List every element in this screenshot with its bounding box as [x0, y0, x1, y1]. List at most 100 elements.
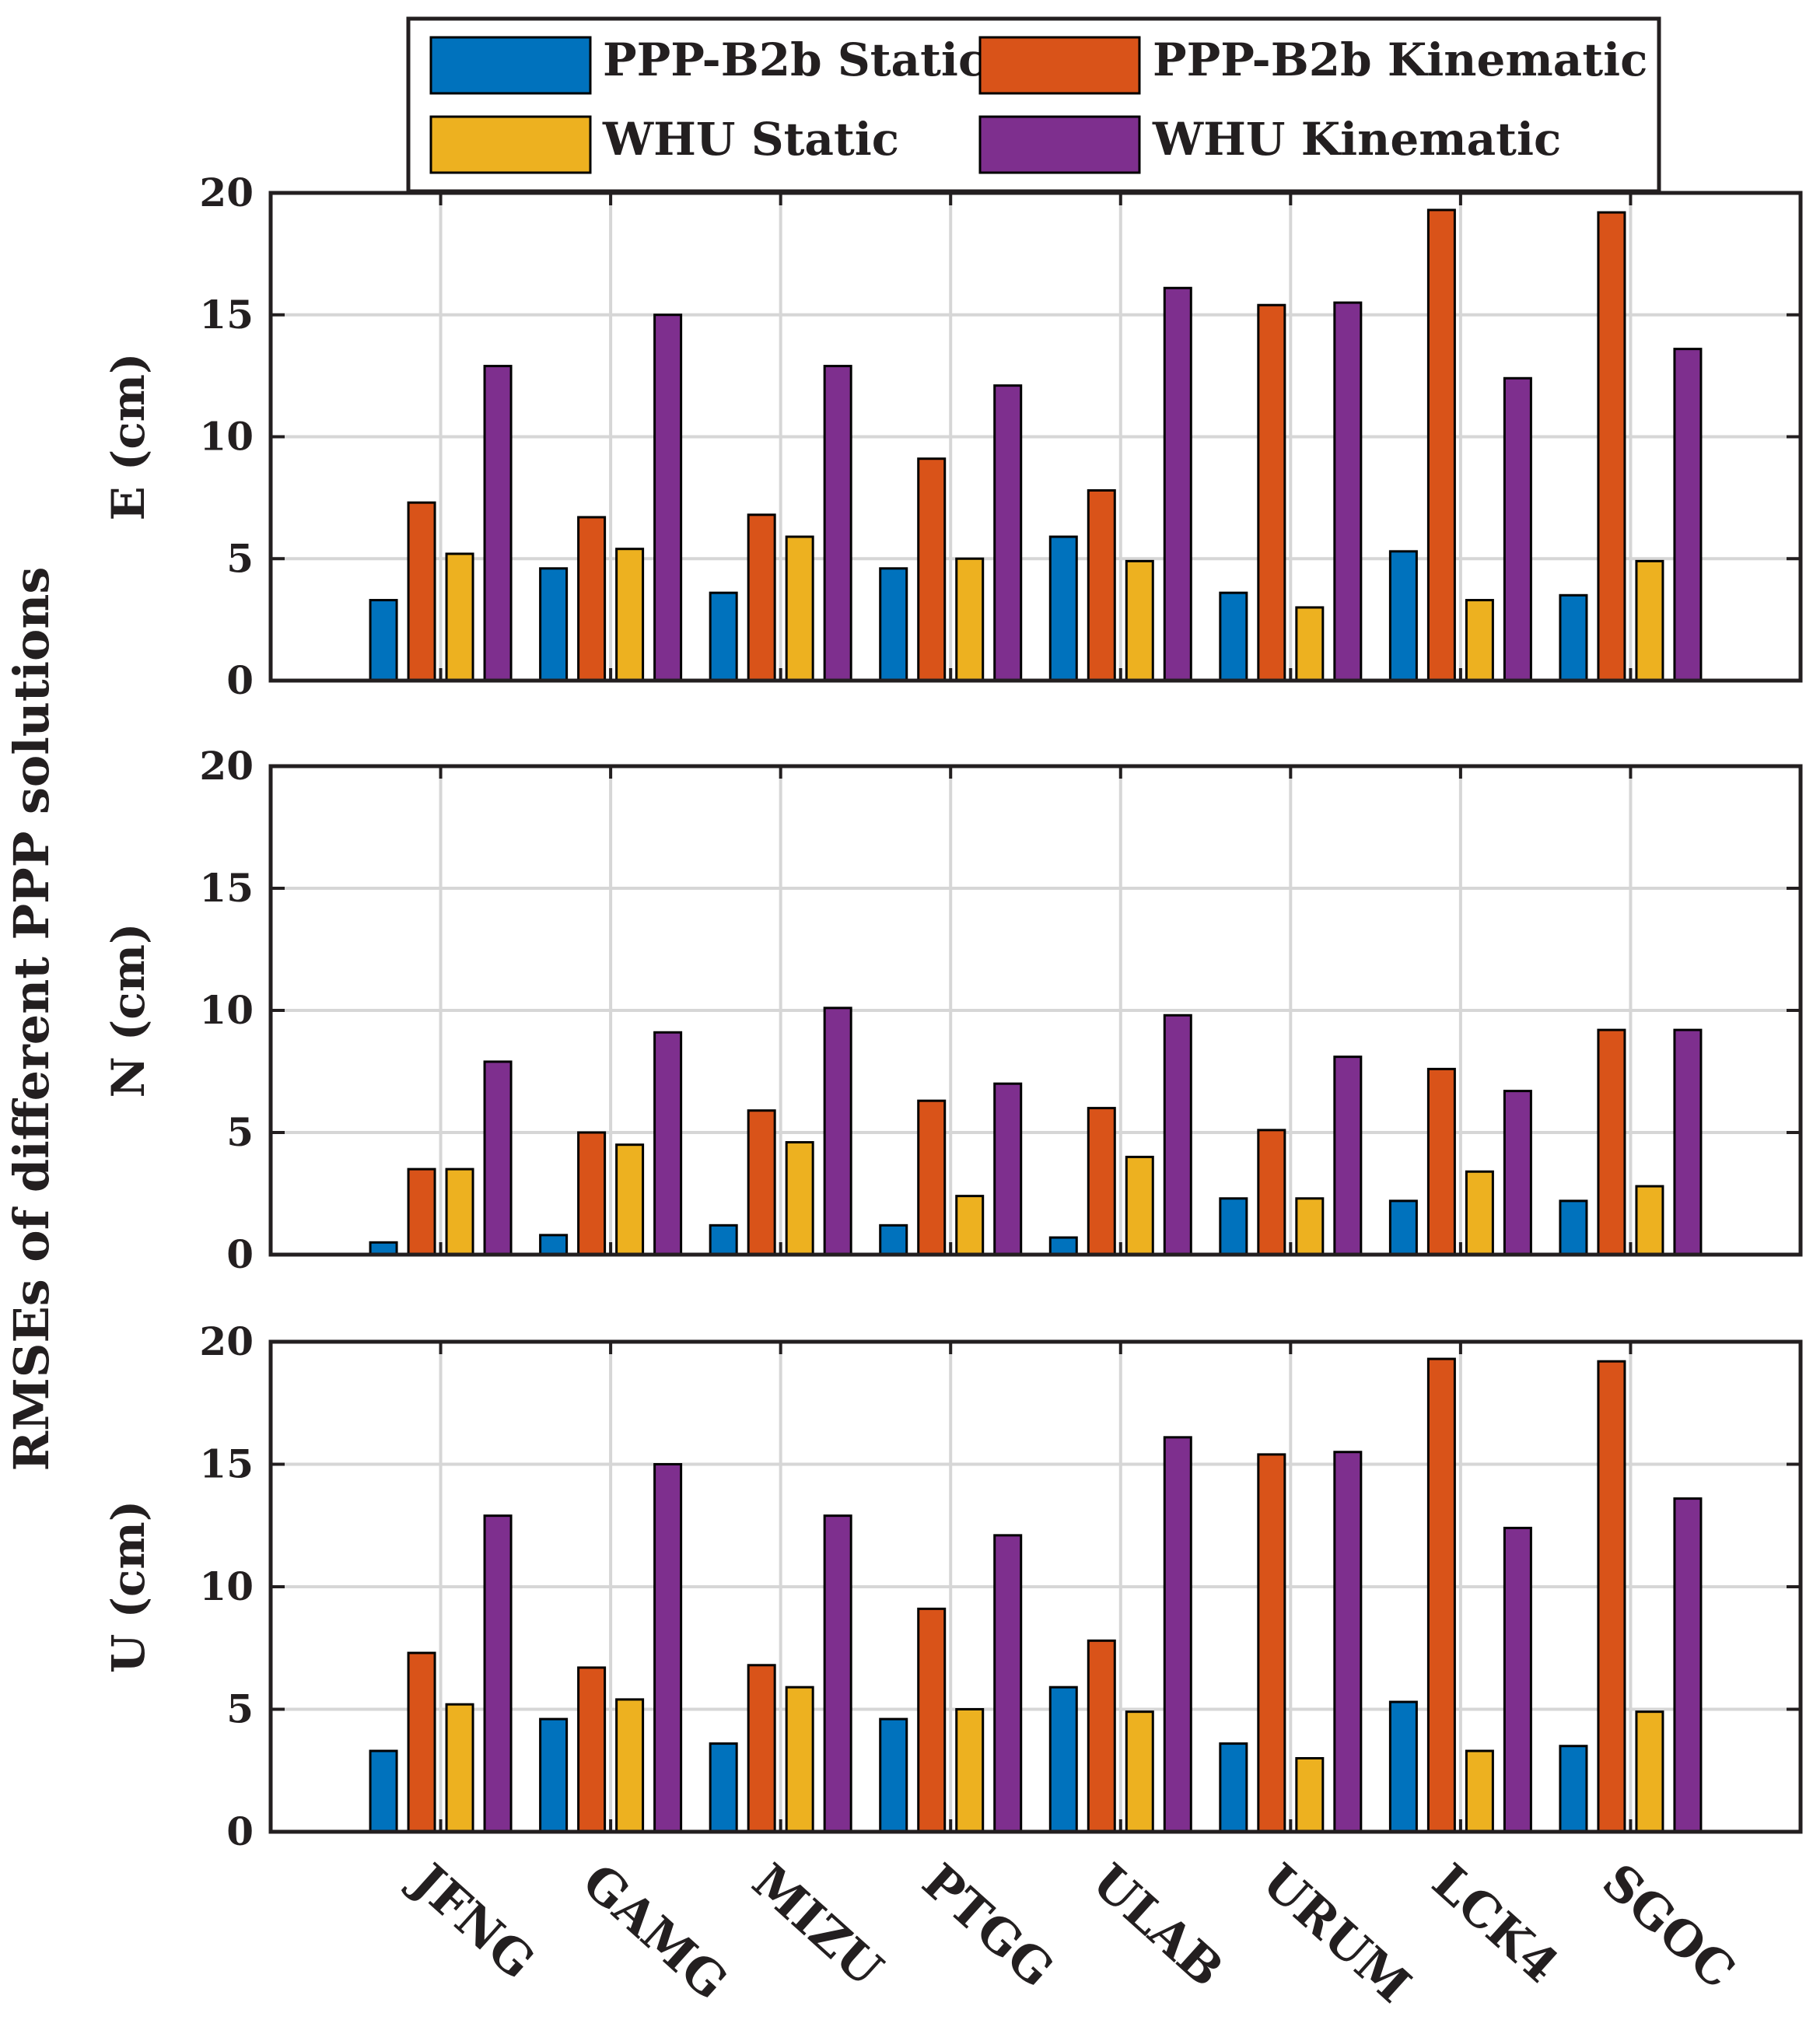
- bar-ptgg-ppp-b2b-kinematic: [917, 1607, 947, 1833]
- y-tick-label: 5: [226, 1109, 254, 1155]
- bar-jfng-whu-static: [445, 1168, 474, 1256]
- bar-mizu-whu-kinematic: [823, 365, 852, 682]
- bar-ulab-ppp-b2b-static: [1048, 1236, 1078, 1256]
- bar-gamg-ppp-b2b-kinematic: [577, 1666, 607, 1833]
- bar-sgoc-whu-static: [1635, 1710, 1664, 1833]
- bar-urum-ppp-b2b-static: [1219, 591, 1248, 682]
- bar-ulab-ppp-b2b-static: [1048, 1686, 1078, 1833]
- bar-mizu-ppp-b2b-static: [709, 591, 738, 682]
- bar-lck4-ppp-b2b-static: [1388, 1700, 1418, 1833]
- bar-jfng-ppp-b2b-kinematic: [407, 1651, 436, 1833]
- x-axis-category-labels: JFNG GAMG MIZU PTGG ULAB URUM LCK4 SGOC: [399, 1850, 1746, 2014]
- bar-lck4-whu-static: [1465, 599, 1494, 682]
- y-tick-label: 20: [199, 170, 254, 215]
- y-tick-label: 0: [226, 1808, 254, 1854]
- bar-sgoc-whu-kinematic: [1673, 348, 1703, 682]
- bar-mizu-whu-kinematic: [823, 1006, 852, 1256]
- bar-jfng-whu-static: [445, 552, 474, 682]
- bar-gamg-ppp-b2b-static: [539, 1717, 569, 1833]
- legend: PPP-B2b Static PPP-B2b Kinematic WHU Sta…: [406, 16, 1661, 194]
- bar-mizu-whu-static: [785, 1686, 814, 1833]
- bar-jfng-whu-kinematic: [483, 1060, 513, 1256]
- x-category-label-gamg: GAMG: [572, 1853, 738, 2011]
- bar-mizu-whu-static: [785, 1141, 814, 1256]
- bar-jfng-ppp-b2b-static: [369, 599, 398, 682]
- bar-mizu-ppp-b2b-static: [709, 1742, 738, 1833]
- bar-ulab-whu-static: [1125, 1710, 1154, 1833]
- bar-mizu-ppp-b2b-static: [709, 1224, 738, 1256]
- bar-urum-ppp-b2b-static: [1219, 1742, 1248, 1833]
- bar-lck4-ppp-b2b-static: [1388, 1199, 1418, 1256]
- shared-y-axis-label: RMSEs of different PPP solutions: [3, 567, 60, 1472]
- bar-sgoc-whu-kinematic: [1673, 1497, 1703, 1833]
- legend-label-whu-kinematic: WHU Kinematic: [1152, 113, 1561, 166]
- y-tick-label: 0: [226, 657, 254, 703]
- y-axis-label-u-cm: U (cm): [102, 1500, 155, 1673]
- bar-jfng-whu-static: [445, 1703, 474, 1833]
- bar-ptgg-whu-static: [955, 557, 985, 682]
- bar-lck4-ppp-b2b-static: [1388, 550, 1418, 682]
- y-tick-label: 5: [226, 1686, 254, 1732]
- bar-sgoc-ppp-b2b-kinematic: [1597, 1028, 1626, 1256]
- plot-frame: [268, 764, 1803, 1257]
- y-tick-label: 15: [199, 865, 254, 911]
- bar-ulab-whu-kinematic: [1163, 1436, 1192, 1833]
- x-category-label-mizu: MIZU: [742, 1853, 894, 1997]
- bar-urum-ppp-b2b-kinematic: [1257, 1129, 1286, 1256]
- bar-ptgg-whu-kinematic: [993, 384, 1023, 682]
- bar-ptgg-ppp-b2b-kinematic: [917, 457, 947, 682]
- bar-jfng-ppp-b2b-static: [369, 1749, 398, 1833]
- bar-ulab-ppp-b2b-kinematic: [1087, 1107, 1116, 1256]
- y-tick-label: 20: [199, 743, 254, 789]
- panel-e-cm: 0 5 10 15 20 E (cm): [102, 170, 1803, 703]
- x-category-label-sgoc: SGOC: [1591, 1853, 1745, 2000]
- bar-sgoc-ppp-b2b-static: [1559, 1199, 1588, 1256]
- bar-ulab-ppp-b2b-kinematic: [1087, 488, 1116, 682]
- y-tick-label: 20: [199, 1318, 254, 1364]
- bar-jfng-ppp-b2b-kinematic: [407, 501, 436, 682]
- bar-ulab-whu-kinematic: [1163, 1013, 1192, 1256]
- bar-ptgg-whu-kinematic: [993, 1082, 1023, 1256]
- bar-ptgg-whu-static: [955, 1708, 985, 1833]
- bar-ulab-whu-static: [1125, 1155, 1154, 1256]
- x-category-label-lck4: LCK4: [1422, 1853, 1570, 1994]
- bar-gamg-whu-static: [615, 1698, 645, 1833]
- legend-swatch-ppp-b2b-kinematic: [978, 36, 1141, 95]
- legend-label-ppp-b2b-kinematic: PPP-B2b Kinematic: [1153, 33, 1647, 86]
- legend-swatch-ppp-b2b-static: [429, 36, 592, 95]
- y-tick-label: 15: [199, 292, 254, 338]
- bar-gamg-whu-kinematic: [653, 313, 683, 682]
- bar-gamg-ppp-b2b-static: [539, 1234, 569, 1256]
- bar-ptgg-ppp-b2b-kinematic: [917, 1099, 947, 1256]
- bar-sgoc-whu-static: [1635, 1185, 1664, 1256]
- plot-panels: 0 5 10 15 20 E (cm) 0 5 10 15 20 N (cm) 0 5 10 15 20 U (c…: [102, 170, 1803, 1854]
- bar-gamg-ppp-b2b-kinematic: [577, 516, 607, 682]
- bar-urum-whu-static: [1295, 1197, 1325, 1256]
- legend-swatch-whu-kinematic: [978, 115, 1141, 174]
- bar-sgoc-whu-static: [1635, 559, 1664, 682]
- bar-lck4-whu-static: [1465, 1170, 1494, 1256]
- y-tick-label: 5: [226, 535, 254, 581]
- legend-label-whu-static: WHU Static: [602, 113, 899, 166]
- legend-swatch-whu-static: [429, 115, 592, 174]
- bar-jfng-whu-kinematic: [483, 365, 513, 682]
- bar-ulab-whu-static: [1125, 559, 1154, 682]
- bar-gamg-ppp-b2b-kinematic: [577, 1131, 607, 1256]
- bar-sgoc-ppp-b2b-static: [1559, 593, 1588, 682]
- bar-gamg-whu-kinematic: [653, 1031, 683, 1256]
- bar-urum-whu-static: [1295, 606, 1325, 682]
- panel-n-cm: 0 5 10 15 20 N (cm): [102, 743, 1803, 1277]
- y-tick-label: 10: [199, 414, 254, 460]
- bar-mizu-whu-kinematic: [823, 1514, 852, 1833]
- bar-lck4-ppp-b2b-kinematic: [1426, 1067, 1456, 1256]
- bar-jfng-whu-kinematic: [483, 1514, 513, 1833]
- y-tick-label: 10: [199, 987, 254, 1033]
- bar-sgoc-ppp-b2b-static: [1559, 1745, 1588, 1833]
- bar-ptgg-whu-static: [955, 1195, 985, 1256]
- bar-sgoc-ppp-b2b-kinematic: [1597, 211, 1626, 682]
- y-tick-label: 0: [226, 1231, 254, 1277]
- y-tick-label: 10: [199, 1563, 254, 1609]
- bar-urum-ppp-b2b-kinematic: [1257, 1453, 1286, 1833]
- bar-urum-whu-kinematic: [1333, 301, 1363, 682]
- bar-lck4-whu-kinematic: [1503, 1090, 1532, 1256]
